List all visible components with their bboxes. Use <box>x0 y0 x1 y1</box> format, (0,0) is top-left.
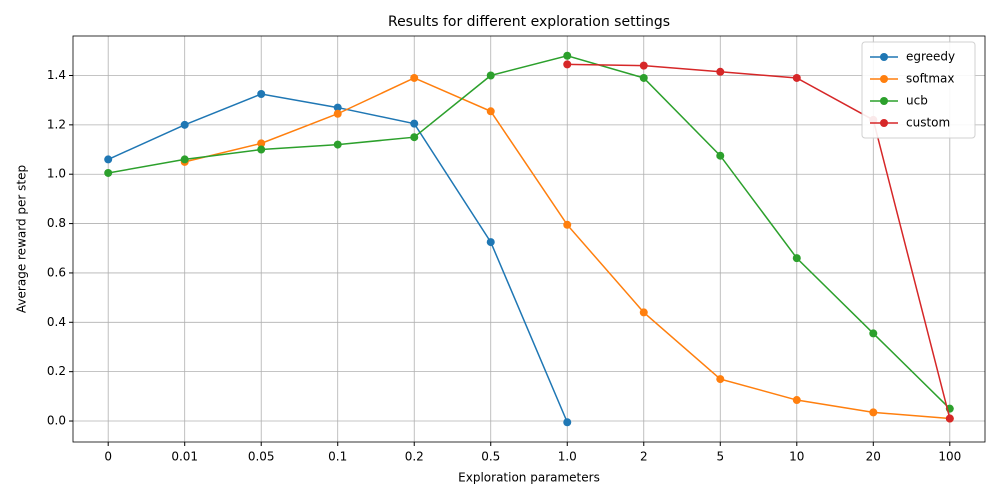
y-tick-label: 0.4 <box>47 315 66 329</box>
legend-label: ucb <box>906 94 928 108</box>
x-tick-label: 1.0 <box>558 450 577 464</box>
data-point <box>486 71 495 80</box>
x-tick-label: 0.1 <box>328 450 347 464</box>
data-point <box>486 107 495 116</box>
x-tick-label: 100 <box>938 450 961 464</box>
legend-marker <box>880 53 888 61</box>
plot-frame <box>72 35 986 443</box>
y-tick-label: 1.2 <box>47 117 66 131</box>
data-point <box>639 73 648 82</box>
x-tick-label: 10 <box>789 450 804 464</box>
x-tick-label: 5 <box>716 450 724 464</box>
data-point <box>563 418 572 427</box>
y-tick-label: 0.8 <box>47 216 66 230</box>
y-axis-label: Average reward per step <box>15 165 29 313</box>
legend-marker <box>880 97 888 105</box>
legend: egreedy softmax ucb custom <box>861 41 976 139</box>
data-point <box>333 140 342 149</box>
data-point <box>792 73 801 82</box>
data-point <box>410 119 419 128</box>
data-point <box>410 73 419 82</box>
legend-label: custom <box>906 116 950 130</box>
legend-frame <box>861 41 976 139</box>
x-tick-label: 0.5 <box>481 450 500 464</box>
y-tick-label: 1.0 <box>47 167 66 181</box>
data-point <box>257 145 266 154</box>
data-point <box>104 155 113 164</box>
data-point <box>410 133 419 142</box>
data-point <box>945 414 954 423</box>
data-point <box>639 308 648 317</box>
y-tick-label: 0.0 <box>47 414 66 428</box>
data-point <box>563 51 572 60</box>
series-line <box>567 63 951 419</box>
legend-marker <box>880 75 888 83</box>
chart-title: Results for different exploration settin… <box>388 14 670 30</box>
data-point <box>333 109 342 118</box>
legend-marker <box>880 119 888 127</box>
data-point <box>180 120 189 129</box>
data-point <box>716 151 725 160</box>
data-point <box>486 238 495 247</box>
data-point <box>257 90 266 98</box>
y-tick-label: 0.2 <box>47 364 66 378</box>
legend-label: softmax <box>906 72 954 86</box>
series-line <box>108 54 951 410</box>
y-tick-label: 1.4 <box>47 68 66 82</box>
data-point <box>563 220 572 229</box>
data-point <box>792 254 801 263</box>
data-point <box>104 168 113 177</box>
data-point <box>639 61 648 70</box>
data-point <box>716 67 725 76</box>
data-point <box>257 139 266 148</box>
data-point <box>869 329 878 338</box>
x-tick-label: 2 <box>640 450 648 464</box>
data-point <box>792 396 801 405</box>
data-point <box>869 408 878 417</box>
legend-label: egreedy <box>906 50 955 64</box>
x-tick-label: 0.01 <box>171 450 198 464</box>
x-tick-label: 20 <box>866 450 881 464</box>
data-point <box>180 155 189 164</box>
x-axis-label: Exploration parameters <box>458 471 600 485</box>
data-point <box>333 103 342 112</box>
x-tick-label: 0.05 <box>248 450 275 464</box>
x-tick-label: 0.2 <box>405 450 424 464</box>
data-point <box>716 375 725 384</box>
x-tick-label: 0 <box>104 450 112 464</box>
y-tick-label: 0.6 <box>47 265 66 279</box>
data-point <box>563 60 572 69</box>
